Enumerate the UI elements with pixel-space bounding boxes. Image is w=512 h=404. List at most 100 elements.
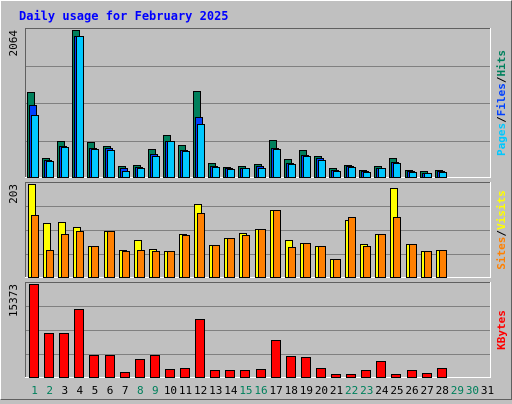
kbytes-bar: [331, 374, 341, 378]
legend-visits: Visits: [495, 190, 508, 230]
sites-bar: [439, 250, 447, 278]
kbytes-bar: [44, 333, 54, 378]
pages-bar: [288, 164, 296, 178]
pages-bar: [333, 171, 341, 178]
legend-pages: Pages: [495, 123, 508, 156]
sites-bar: [76, 231, 84, 278]
pages-bar: [273, 149, 281, 178]
x-tick-label: 22: [345, 384, 358, 397]
kbytes-bar: [120, 372, 130, 378]
kbytes-bar: [210, 370, 220, 378]
chart-panels: 2064Pages/Files/Hits203Sites/Visits15373…: [7, 28, 508, 378]
x-tick-label: 3: [61, 384, 68, 397]
sites-bar: [197, 213, 205, 278]
x-tick-label: 29: [451, 384, 464, 397]
kbytes-bar: [391, 374, 401, 378]
pages-bar: [227, 169, 235, 178]
sites-bar: [348, 217, 356, 278]
sites-bar: [378, 234, 386, 278]
kbytes-bar: [135, 359, 145, 378]
sites-bar: [31, 215, 39, 278]
pages-bar: [137, 168, 145, 178]
legend-separator: /: [495, 116, 508, 123]
legend-kbytes: KBytes: [495, 310, 508, 350]
kbytes-bar: [256, 369, 266, 378]
pages-bar: [152, 156, 160, 178]
sites-bar: [152, 251, 160, 278]
pages-bar: [61, 147, 69, 178]
chart-title: Daily usage for February 2025: [19, 9, 229, 23]
x-tick-label: 12: [194, 384, 207, 397]
kbytes-bar: [286, 356, 296, 378]
kbytes-bar: [89, 355, 99, 378]
x-axis-day-labels: 1 2 3 4 5 6 7 8 9 10 11 12 13 14 15 16 17 18 19 20 21 22 23 24 2…: [31, 384, 494, 397]
kbytes-bar: [225, 370, 235, 378]
kbytes-bar: [422, 373, 432, 378]
kbytes-bar: [301, 357, 311, 378]
pages-bar: [439, 172, 447, 178]
pages-bar: [242, 168, 250, 178]
sites-bar: [182, 235, 190, 278]
sites-bar: [122, 251, 130, 278]
x-tick-label: 10: [164, 384, 177, 397]
pages-bar: [46, 161, 54, 178]
pages-bar: [409, 172, 417, 178]
sites-bar: [137, 250, 145, 278]
pages-bar: [122, 171, 130, 178]
x-tick-label: 4: [77, 384, 84, 397]
sites-bar: [393, 217, 401, 278]
x-tick-label: 1: [31, 384, 38, 397]
legend-hits: Hits: [495, 50, 508, 77]
x-tick-label: 25: [390, 384, 403, 397]
kbytes-bar: [195, 319, 205, 378]
sites-bar: [303, 243, 311, 278]
kbytes-bar: [316, 368, 326, 378]
y-axis-max-label: 203: [7, 184, 20, 204]
sites-bar: [61, 234, 69, 278]
x-tick-label: 2: [46, 384, 53, 397]
x-tick-label: 18: [285, 384, 298, 397]
sites-bar: [227, 238, 235, 278]
x-tick-label: 30: [466, 384, 479, 397]
x-tick-label: 13: [209, 384, 222, 397]
sites-bar: [46, 250, 54, 278]
x-tick-label: 7: [122, 384, 129, 397]
kbytes-bar: [29, 284, 39, 378]
kbytes-bar: [407, 370, 417, 378]
sites-bar: [91, 246, 99, 278]
pages-bar: [393, 163, 401, 178]
sites-bar: [318, 246, 326, 278]
x-tick-label: 20: [315, 384, 328, 397]
x-tick-label: 27: [421, 384, 434, 397]
x-tick-label: 19: [300, 384, 313, 397]
pages-bar: [303, 156, 311, 178]
legend-sites: Sites: [495, 237, 508, 270]
x-tick-label: 15: [239, 384, 252, 397]
visits-sites-panel: 203 Sites/Visits: [7, 182, 508, 278]
pages-bar: [31, 115, 39, 178]
sites-bar: [258, 229, 266, 278]
pages-bar: [378, 168, 386, 178]
hits-files-pages-legend: Pages/Files/Hits: [495, 50, 508, 156]
x-tick-label: 8: [137, 384, 144, 397]
pages-bar: [363, 172, 371, 178]
pages-bar: [424, 173, 432, 178]
y-axis-max-label: 2064: [7, 30, 20, 57]
kbytes-bar: [59, 333, 69, 378]
pages-bar: [76, 36, 84, 178]
kbytes-panel: 15373 KBytes: [7, 282, 508, 378]
sites-bar: [212, 245, 220, 278]
kbytes-bar: [150, 355, 160, 378]
x-tick-label: 21: [330, 384, 343, 397]
x-tick-label: 17: [270, 384, 283, 397]
sites-bar: [167, 251, 175, 278]
sites-bar: [242, 235, 250, 278]
x-tick-label: 5: [92, 384, 99, 397]
kbytes-legend: KBytes: [495, 310, 508, 350]
kbytes-bar: [376, 361, 386, 378]
pages-bar: [167, 141, 175, 178]
x-tick-label: 16: [254, 384, 267, 397]
pages-bar: [182, 151, 190, 178]
x-tick-label: 28: [436, 384, 449, 397]
